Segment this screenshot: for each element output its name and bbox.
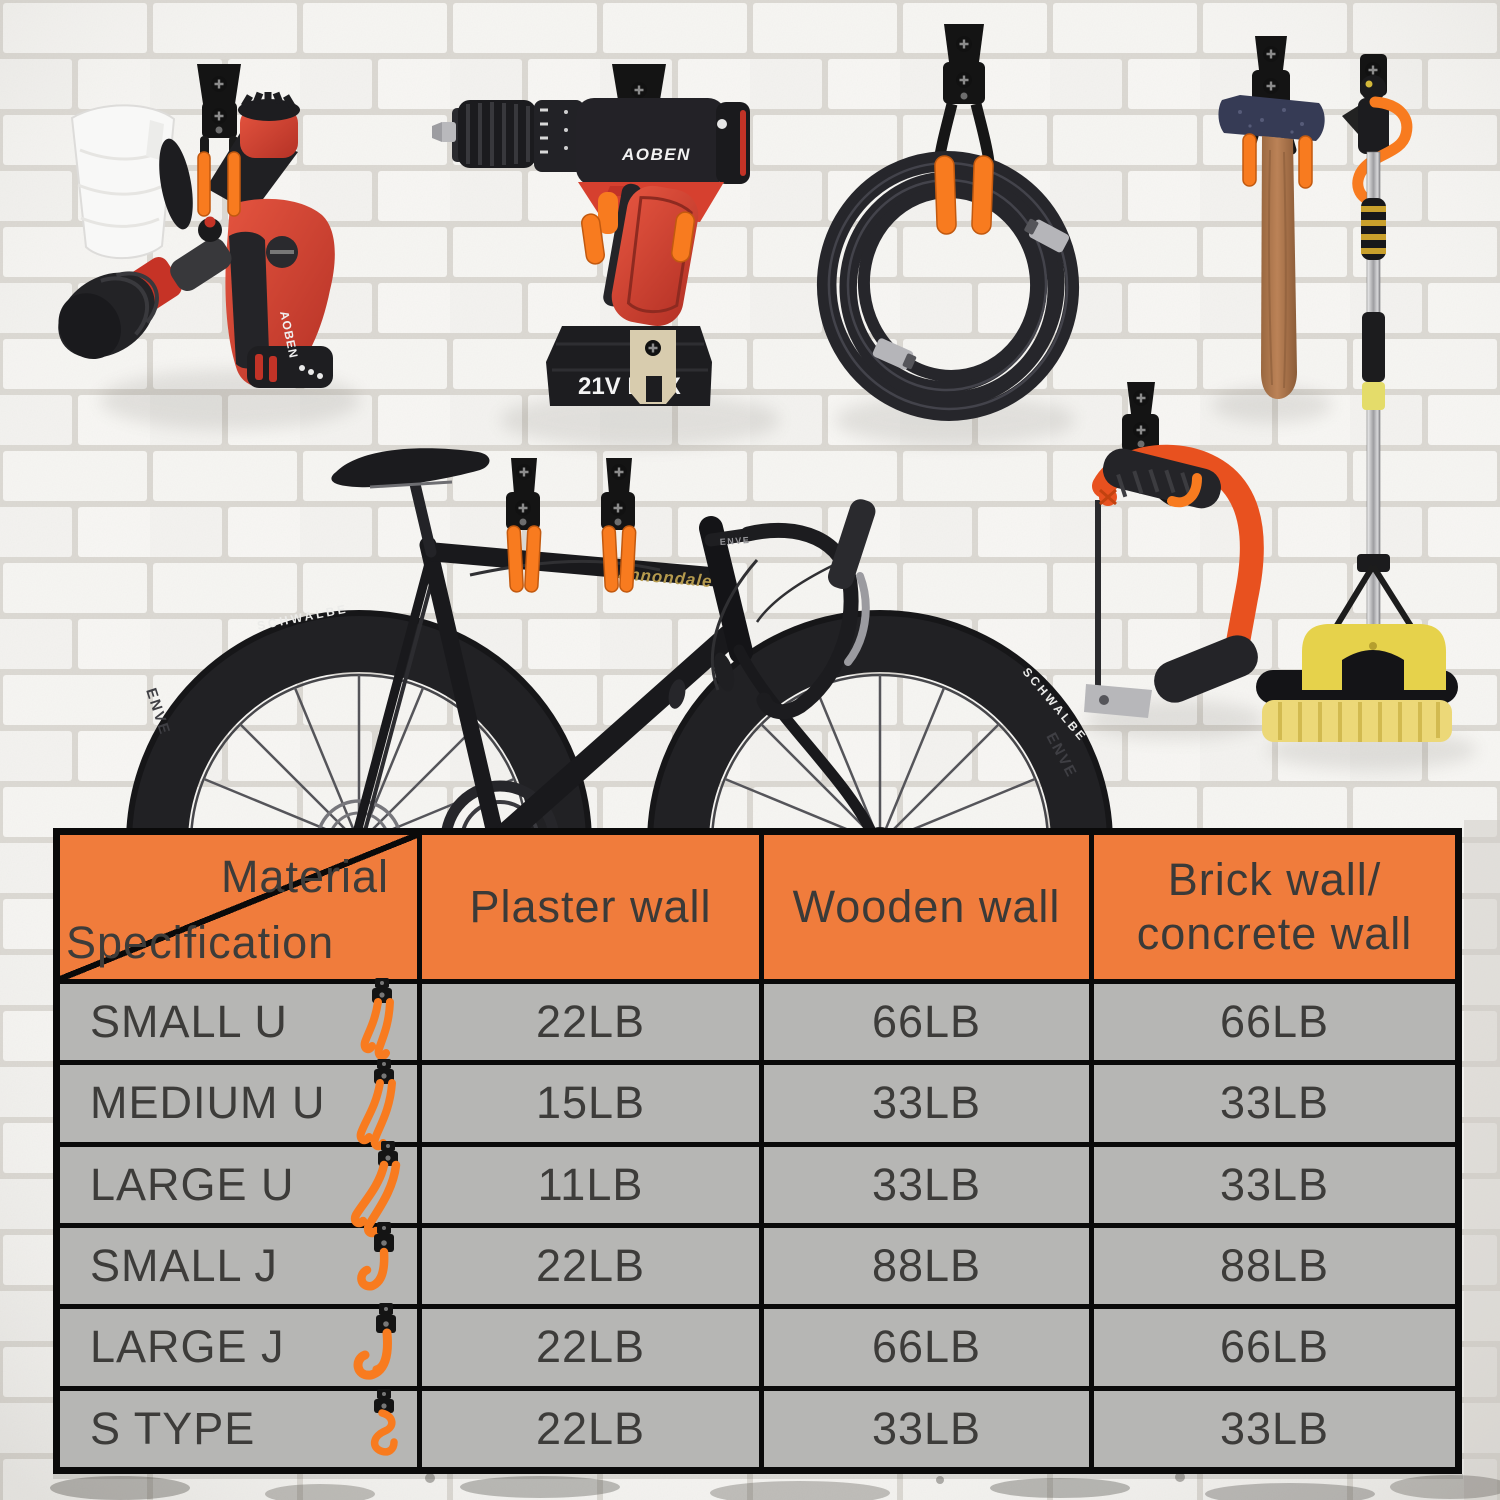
spec-table: Material Specification Plaster wall Wood… bbox=[53, 828, 1462, 1474]
bike-handlebar bbox=[740, 522, 859, 720]
hammer-handle bbox=[1261, 136, 1297, 399]
small-j-hook-icon bbox=[351, 1222, 411, 1318]
table-value: 22LB bbox=[422, 984, 759, 1061]
front-brake bbox=[713, 652, 735, 692]
table-value: 33LB bbox=[1094, 1390, 1455, 1467]
hammer bbox=[1218, 36, 1325, 399]
mop-knob bbox=[1360, 75, 1386, 101]
table-row-spec: MEDIUM U bbox=[60, 1059, 417, 1151]
bike-cables bbox=[469, 559, 841, 691]
material-label: Material bbox=[220, 851, 389, 902]
large-u-hook-icon bbox=[350, 1140, 411, 1237]
sprayer-nozzle bbox=[58, 257, 182, 360]
battery-clip bbox=[630, 330, 676, 404]
drill-brand-text: AOBEN bbox=[621, 145, 691, 164]
table-value: 33LB bbox=[1094, 1146, 1455, 1223]
table-value: 22LB bbox=[422, 1309, 759, 1386]
table-value: 15LB bbox=[422, 1065, 759, 1142]
table-row-spec: S TYPE bbox=[60, 1388, 417, 1467]
hammer-head bbox=[1218, 95, 1325, 141]
table-value: 66LB bbox=[1094, 1309, 1455, 1386]
hacksaw bbox=[1084, 382, 1264, 718]
header-wooden-wall: Wooden wall bbox=[764, 835, 1089, 979]
table-value: 33LB bbox=[764, 1146, 1089, 1223]
header-plaster-wall: Plaster wall bbox=[422, 835, 759, 979]
cable-connector bbox=[1024, 218, 1070, 253]
bike-u-hook bbox=[506, 458, 542, 593]
table-value: 66LB bbox=[764, 984, 1089, 1061]
table-value: 88LB bbox=[1094, 1228, 1455, 1305]
wall-grunge bbox=[50, 1472, 1500, 1500]
table-value: 33LB bbox=[764, 1390, 1089, 1467]
mop-sponge bbox=[1262, 700, 1452, 742]
cable-coil bbox=[816, 24, 1080, 421]
table-value: 33LB bbox=[1094, 1065, 1455, 1142]
rear-brake bbox=[668, 679, 686, 709]
table-value: 88LB bbox=[764, 1228, 1089, 1305]
table-row-spec: LARGE U bbox=[60, 1140, 417, 1237]
header-brick-wall: Brick wall/ concrete wall bbox=[1094, 835, 1455, 979]
table-value: 22LB bbox=[422, 1390, 759, 1467]
corner-header-cell: Material Specification bbox=[60, 835, 417, 979]
medium-u-hook-icon bbox=[351, 1059, 411, 1155]
stem-brand-text: ENVE bbox=[719, 535, 750, 547]
saw-grip-bottom bbox=[1154, 635, 1258, 703]
bike-u-hook bbox=[601, 458, 637, 593]
cable-connector bbox=[872, 338, 917, 370]
table-value: 33LB bbox=[764, 1065, 1089, 1142]
table-row-spec: SMALL U bbox=[60, 978, 417, 1061]
paint-sprayer: AOBEN bbox=[58, 64, 335, 388]
table-value: 11LB bbox=[422, 1146, 759, 1223]
bike-frame bbox=[350, 478, 882, 851]
table-value: 22LB bbox=[422, 1228, 759, 1305]
table-value: 66LB bbox=[1094, 984, 1455, 1061]
saw-corner bbox=[1084, 684, 1152, 718]
sponge-mop bbox=[1256, 54, 1458, 742]
saw-blade bbox=[1095, 500, 1101, 698]
bike-saddle bbox=[331, 448, 490, 488]
small-u-hook-icon bbox=[351, 978, 411, 1074]
brake-lever bbox=[827, 499, 876, 590]
table-row-spec: LARGE J bbox=[60, 1303, 417, 1386]
specification-label: Specification bbox=[66, 917, 335, 968]
s-type-hook-icon bbox=[351, 1385, 411, 1481]
power-drill: AOBEN 21V MAX bbox=[432, 64, 750, 406]
table-row-spec: SMALL J bbox=[60, 1222, 417, 1305]
table-value: 66LB bbox=[764, 1309, 1089, 1386]
large-j-hook-icon bbox=[351, 1303, 411, 1399]
paint-cup bbox=[70, 104, 193, 260]
s-type-hook bbox=[1352, 96, 1413, 208]
